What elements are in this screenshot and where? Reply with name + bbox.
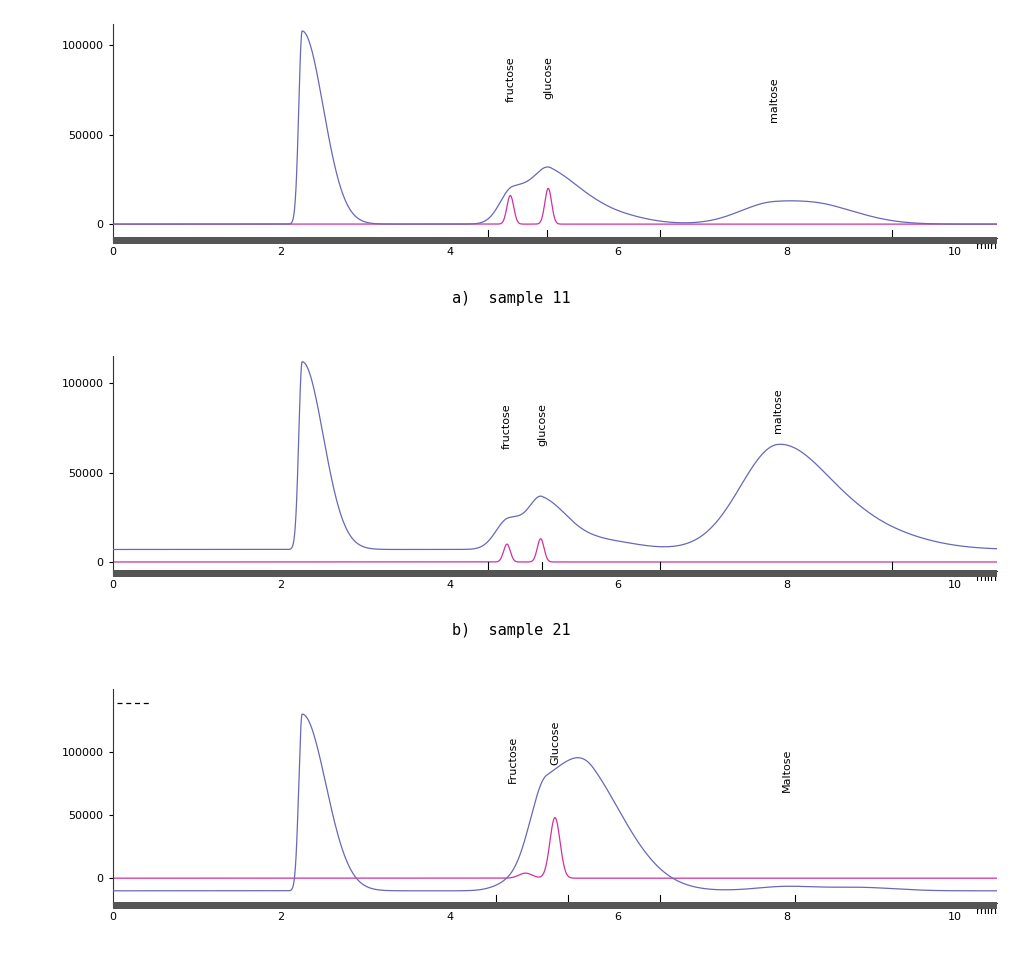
Text: maltose: maltose <box>769 77 780 122</box>
Text: Glucose: Glucose <box>550 721 560 766</box>
Text: fructose: fructose <box>502 403 512 449</box>
Text: glucose: glucose <box>537 403 547 446</box>
Text: min: min <box>976 573 997 583</box>
Text: Fructose: Fructose <box>507 736 518 783</box>
Text: maltose: maltose <box>773 388 784 433</box>
Text: fructose: fructose <box>505 56 516 101</box>
Text: min: min <box>976 241 997 250</box>
Text: Maltose: Maltose <box>782 749 792 793</box>
Text: min: min <box>976 905 997 916</box>
Text: b)  sample 21: b) sample 21 <box>452 623 571 639</box>
Text: a)  sample 11: a) sample 11 <box>452 291 571 306</box>
Text: glucose: glucose <box>543 56 553 99</box>
